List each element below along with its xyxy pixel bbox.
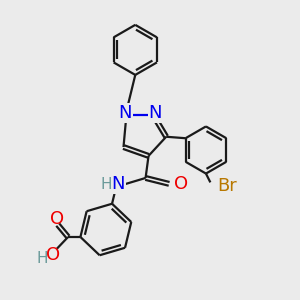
Text: Br: Br [218,177,238,195]
Text: N: N [118,104,132,122]
Text: N: N [148,104,162,122]
Text: N: N [112,176,125,194]
Text: H: H [101,177,112,192]
Text: H: H [36,251,48,266]
Text: O: O [174,175,189,193]
Text: O: O [46,246,60,264]
Text: O: O [50,210,64,228]
